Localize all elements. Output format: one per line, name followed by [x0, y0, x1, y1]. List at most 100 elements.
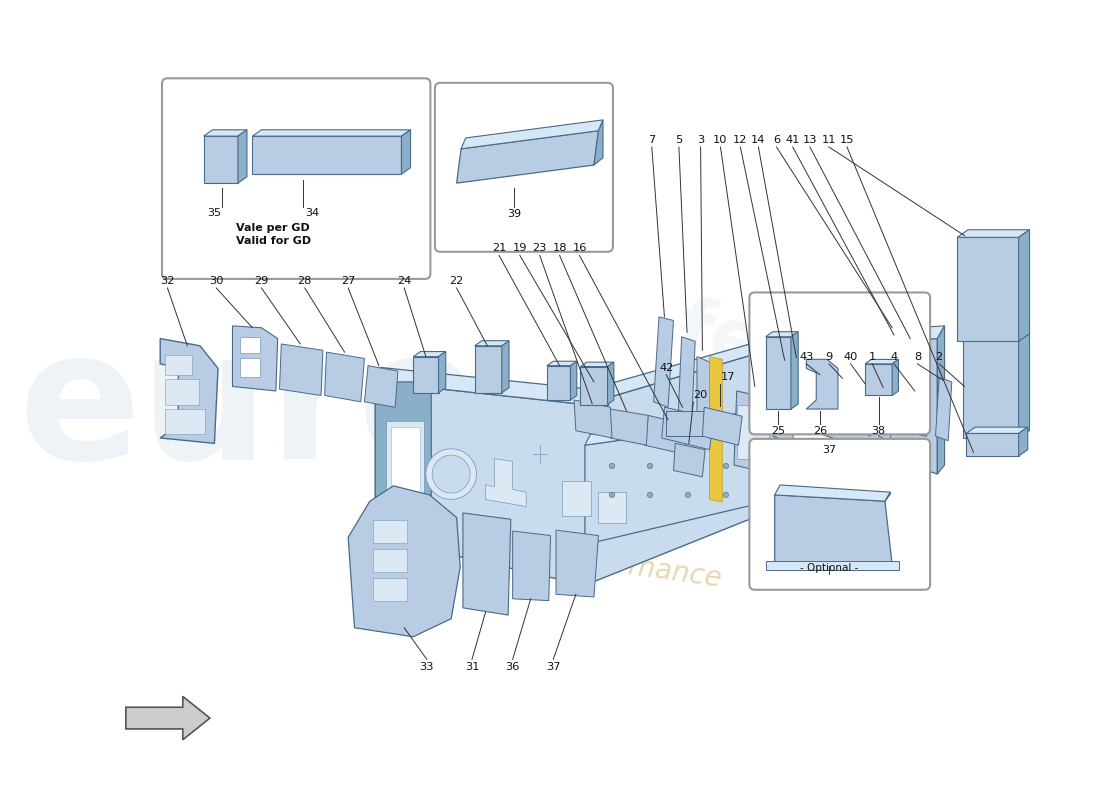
Polygon shape — [456, 130, 598, 183]
FancyBboxPatch shape — [749, 439, 931, 590]
Polygon shape — [390, 427, 420, 520]
Polygon shape — [485, 458, 526, 506]
Text: 9: 9 — [825, 352, 833, 362]
Text: 30: 30 — [209, 276, 223, 286]
Polygon shape — [807, 328, 824, 347]
Polygon shape — [581, 366, 607, 405]
Circle shape — [426, 449, 476, 499]
Text: 25: 25 — [771, 426, 785, 436]
Text: - Optional -: - Optional - — [800, 563, 858, 573]
Text: 19: 19 — [513, 243, 527, 253]
Polygon shape — [703, 407, 742, 445]
Polygon shape — [962, 329, 1030, 337]
Polygon shape — [737, 405, 769, 458]
Polygon shape — [125, 696, 210, 740]
Polygon shape — [324, 352, 364, 402]
Text: 42: 42 — [659, 363, 673, 374]
Circle shape — [647, 492, 652, 498]
Polygon shape — [865, 359, 899, 364]
Polygon shape — [204, 136, 238, 183]
Polygon shape — [386, 421, 425, 525]
Text: 34: 34 — [305, 208, 319, 218]
Polygon shape — [785, 353, 805, 434]
Polygon shape — [585, 407, 782, 445]
Polygon shape — [813, 374, 833, 422]
Polygon shape — [697, 357, 710, 440]
Polygon shape — [165, 355, 191, 374]
Polygon shape — [375, 347, 777, 586]
Polygon shape — [1019, 329, 1030, 438]
Polygon shape — [845, 367, 883, 411]
Polygon shape — [402, 130, 410, 174]
Polygon shape — [502, 341, 509, 393]
Text: 8: 8 — [914, 352, 921, 362]
Polygon shape — [774, 326, 945, 347]
Text: 5: 5 — [675, 134, 682, 145]
Polygon shape — [806, 359, 838, 409]
Polygon shape — [774, 495, 892, 565]
Polygon shape — [766, 337, 791, 409]
Text: 7: 7 — [648, 134, 656, 145]
Text: 35: 35 — [208, 208, 221, 218]
Text: 18: 18 — [552, 243, 567, 253]
Polygon shape — [607, 362, 614, 405]
Text: 4: 4 — [890, 352, 898, 362]
Polygon shape — [161, 338, 218, 443]
Polygon shape — [581, 362, 614, 366]
Polygon shape — [791, 332, 799, 409]
Text: ferrari: ferrari — [668, 293, 954, 435]
Polygon shape — [232, 326, 277, 391]
Polygon shape — [935, 378, 952, 441]
Polygon shape — [673, 443, 705, 477]
Text: 31: 31 — [464, 662, 480, 671]
Polygon shape — [414, 357, 439, 393]
Polygon shape — [574, 400, 612, 438]
Text: Vale per GD: Vale per GD — [236, 223, 310, 234]
Polygon shape — [782, 328, 799, 347]
Polygon shape — [279, 344, 323, 395]
Text: 37: 37 — [546, 662, 561, 671]
Polygon shape — [966, 434, 1019, 456]
Polygon shape — [957, 230, 1030, 238]
Text: 6: 6 — [773, 134, 780, 145]
Polygon shape — [252, 136, 402, 174]
Polygon shape — [903, 384, 931, 436]
Polygon shape — [884, 492, 890, 502]
Polygon shape — [585, 418, 777, 545]
Polygon shape — [833, 328, 849, 347]
Polygon shape — [204, 130, 248, 136]
Text: 29: 29 — [254, 276, 268, 286]
Polygon shape — [653, 317, 673, 407]
Polygon shape — [240, 337, 260, 353]
Text: 43: 43 — [799, 352, 814, 362]
Text: 27: 27 — [341, 276, 355, 286]
Polygon shape — [874, 318, 920, 344]
Polygon shape — [349, 486, 460, 637]
Text: 33: 33 — [419, 662, 435, 671]
Polygon shape — [892, 359, 899, 395]
Text: 3: 3 — [697, 134, 704, 145]
Polygon shape — [475, 341, 509, 346]
Polygon shape — [773, 357, 798, 443]
Text: 28: 28 — [298, 276, 312, 286]
Text: euro: euro — [19, 321, 483, 497]
Polygon shape — [710, 357, 723, 502]
Text: 2: 2 — [936, 352, 943, 362]
Polygon shape — [571, 362, 576, 400]
Circle shape — [685, 492, 691, 498]
Polygon shape — [461, 120, 603, 149]
Polygon shape — [865, 364, 892, 395]
Text: 37: 37 — [822, 445, 836, 454]
Circle shape — [685, 463, 691, 469]
Polygon shape — [556, 530, 598, 597]
Text: 15: 15 — [839, 134, 855, 145]
Polygon shape — [858, 328, 874, 347]
Text: 10: 10 — [713, 134, 728, 145]
Polygon shape — [1019, 230, 1030, 342]
Text: 13: 13 — [803, 134, 817, 145]
Polygon shape — [791, 358, 838, 405]
Text: 32: 32 — [161, 276, 175, 286]
Text: 16: 16 — [572, 243, 586, 253]
Polygon shape — [594, 120, 603, 165]
Polygon shape — [962, 337, 1019, 438]
